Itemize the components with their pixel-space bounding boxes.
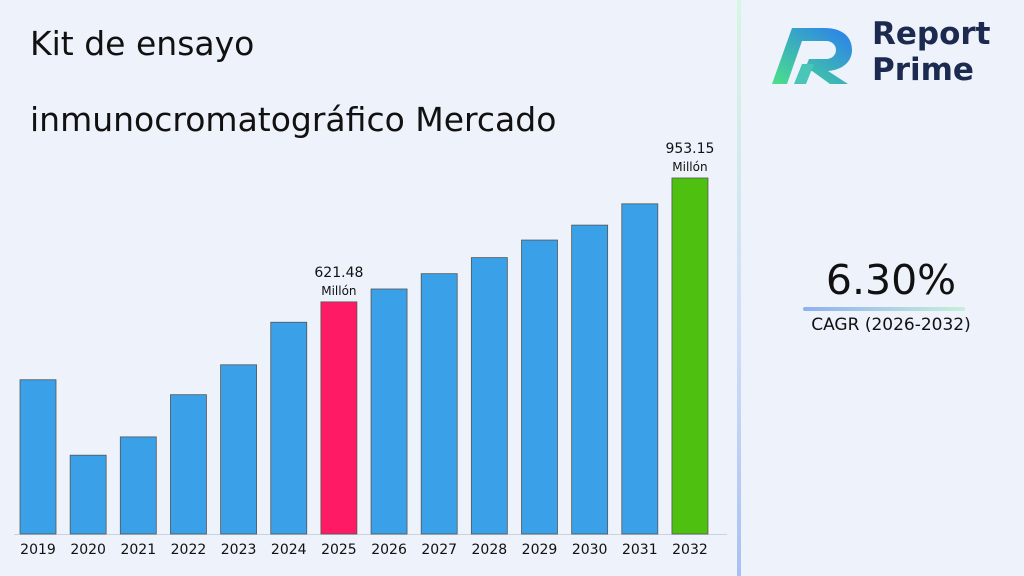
x-tick-label-2030: 2030 <box>572 542 608 558</box>
x-tick-label-2020: 2020 <box>70 542 106 558</box>
x-tick-label-2028: 2028 <box>472 542 508 558</box>
bar-2031 <box>621 203 659 535</box>
cagr-label: CAGR (2026-2032) <box>811 315 971 335</box>
bar-2032 <box>671 177 709 535</box>
bar-2020 <box>69 454 107 535</box>
x-tick-label-2032: 2032 <box>672 542 708 558</box>
data-label-value-2032: 953.15 <box>665 141 714 157</box>
x-tick-label-2027: 2027 <box>421 542 457 558</box>
bar-2027 <box>420 273 458 535</box>
bar-2019 <box>19 379 57 535</box>
chart-title-line-2: inmunocromatográfico Mercado <box>30 100 557 139</box>
chart-title: Kit de ensayo inmunocromatográfico Merca… <box>30 6 670 158</box>
x-tick-label-2026: 2026 <box>371 542 407 558</box>
x-tick-label-2019: 2019 <box>20 542 56 558</box>
logo-text-report: Report <box>872 16 991 52</box>
x-tick-label-2022: 2022 <box>171 542 207 558</box>
bar-2021 <box>119 436 157 535</box>
data-label-value-2025: 621.48 <box>314 265 363 281</box>
bar-2024 <box>270 321 308 535</box>
bar-2028 <box>470 257 508 535</box>
x-tick-label-2029: 2029 <box>522 542 558 558</box>
bar-2030 <box>571 224 609 535</box>
x-tick-label-2021: 2021 <box>120 542 156 558</box>
report-prime-logo[interactable]: Report Prime <box>768 14 1008 90</box>
bar-2022 <box>170 394 207 535</box>
bar-2025 <box>320 301 358 535</box>
cagr-value: 6.30% <box>825 256 957 304</box>
x-tick-label-2023: 2023 <box>221 542 257 558</box>
report-prime-logo-icon <box>772 28 852 84</box>
cagr-underline <box>803 307 965 311</box>
bar-2029 <box>521 239 558 535</box>
x-tick-label-2031: 2031 <box>622 542 658 558</box>
bar-chart: 2019 2020 2021 2022 2023 2024 2025 2026 2027 2028… <box>14 141 727 558</box>
data-label-unit-2032: Millón <box>672 160 707 174</box>
x-tick-label-2025: 2025 <box>321 542 357 558</box>
logo-text-prime: Prime <box>872 52 974 88</box>
bar-2026 <box>370 288 408 535</box>
divider <box>737 0 741 576</box>
bar-2023 <box>220 364 258 535</box>
data-label-unit-2025: Millón <box>321 284 356 298</box>
x-tick-label-2024: 2024 <box>271 542 307 558</box>
chart-title-line-1: Kit de ensayo <box>30 24 255 63</box>
